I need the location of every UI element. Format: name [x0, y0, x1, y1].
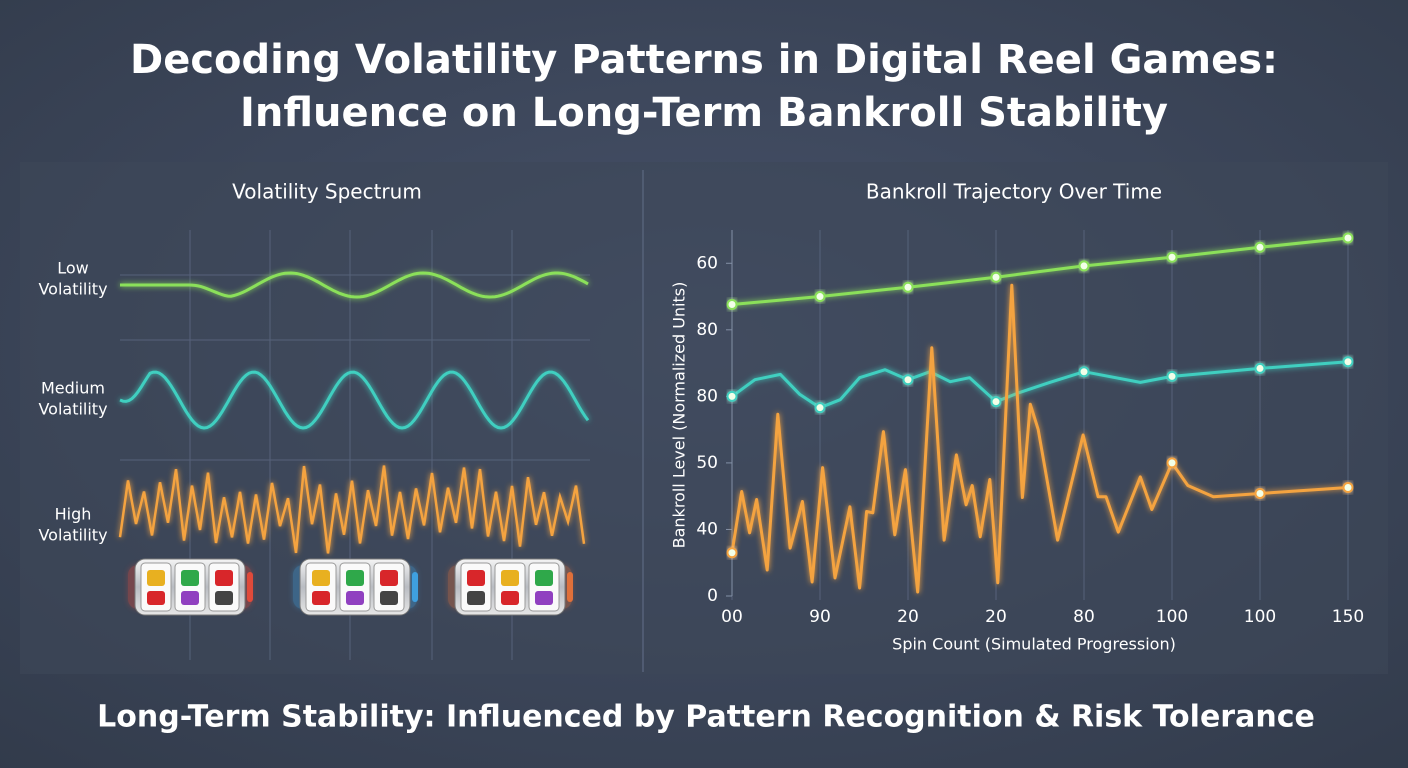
y-tick-label: 80 [696, 386, 718, 406]
point [990, 271, 1002, 283]
reel-symbol [467, 591, 485, 605]
reel-symbol [312, 570, 330, 586]
point [1254, 362, 1266, 374]
series-line [731, 360, 1349, 410]
title-line: Decoding Volatility Patterns in Digital … [130, 37, 1278, 83]
low-wave [120, 271, 589, 299]
reel-symbol [147, 570, 165, 586]
point [726, 390, 738, 402]
point [726, 299, 738, 311]
reel-symbol [346, 570, 364, 586]
reel-symbol [535, 591, 553, 605]
y-tick-label: 50 [696, 453, 718, 473]
series-line [730, 283, 1349, 594]
chart-title: Bankroll Trajectory Over Time [866, 180, 1162, 204]
point [1342, 356, 1354, 368]
y-tick-label: 60 [696, 253, 718, 273]
row-label: Medium [41, 379, 105, 398]
reel-machine [448, 558, 573, 616]
x-tick-label: 80 [1073, 607, 1095, 627]
point [990, 396, 1002, 408]
x-tick-label: 20 [985, 607, 1007, 627]
x-tick-label: 20 [897, 607, 919, 627]
medium-wave [119, 370, 590, 430]
point [814, 291, 826, 303]
reel-symbol [312, 591, 330, 605]
point [1078, 366, 1090, 378]
reels [128, 558, 573, 616]
x-tick-label: 100 [1156, 607, 1188, 627]
waves [118, 271, 590, 554]
reel-symbol [181, 591, 199, 605]
reel-symbol [535, 570, 553, 586]
x-tick-label: 90 [809, 607, 831, 627]
x-tick-label: 150 [1332, 607, 1364, 627]
point [814, 402, 826, 414]
point [1078, 260, 1090, 272]
row-label: Volatility [38, 400, 107, 419]
x-tick-label: 00 [721, 607, 743, 627]
point [1166, 370, 1178, 382]
reel-symbol [215, 591, 233, 605]
row-label: High [55, 505, 92, 524]
x-axis-label: Spin Count (Simulated Progression) [892, 635, 1176, 654]
point [902, 374, 914, 386]
point [1342, 482, 1354, 494]
y-axis-label: Bankroll Level (Normalized Units) [670, 282, 689, 549]
y-tick-label: 40 [696, 519, 718, 539]
point [1166, 457, 1178, 469]
reel-lever [567, 572, 573, 602]
y-tick-label: 80 [696, 320, 718, 340]
reel-machine [293, 558, 418, 616]
x-tick-label: 100 [1244, 607, 1276, 627]
point [1342, 232, 1354, 244]
y-tick-label: 0 [707, 586, 718, 606]
point [1166, 251, 1178, 263]
reel-symbol [215, 570, 233, 586]
point [1254, 241, 1266, 253]
high-wave [118, 465, 586, 554]
spectrum-title: Volatility Spectrum [232, 180, 422, 204]
point [902, 281, 914, 293]
reel-machine [128, 558, 253, 616]
chart: Bankroll Trajectory Over Time 00 90 20 20 80 1… [670, 180, 1365, 654]
reel-symbol [467, 570, 485, 586]
reel-symbol [501, 591, 519, 605]
reel-symbol [147, 591, 165, 605]
series-line [731, 236, 1349, 306]
reel-symbol [380, 591, 398, 605]
reel-symbol [380, 570, 398, 586]
reel-symbol [501, 570, 519, 586]
reel-lever [412, 572, 418, 602]
row-label: Volatility [38, 526, 107, 545]
reel-symbol [181, 570, 199, 586]
row-label: Low [57, 259, 89, 278]
row-label: Volatility [38, 280, 107, 299]
point [1254, 488, 1266, 500]
title-line: Influence on Long-Term Bankroll Stabilit… [240, 90, 1168, 136]
reel-lever [247, 572, 253, 602]
reel-symbol [346, 591, 364, 605]
point [726, 547, 738, 559]
footer: Long-Term Stability: Influenced by Patte… [97, 700, 1315, 735]
